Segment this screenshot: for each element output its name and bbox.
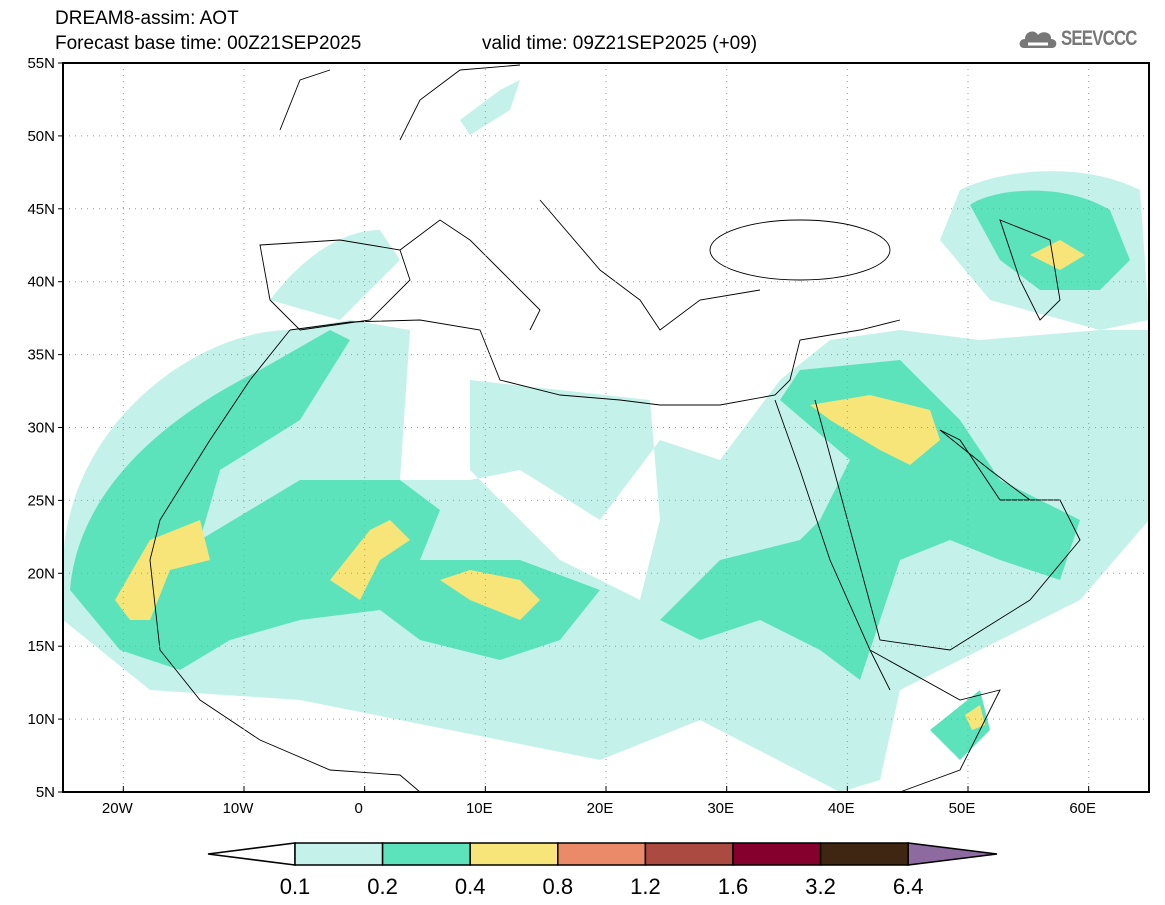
lon-label: 20E	[587, 800, 614, 817]
cloud-icon	[1019, 31, 1057, 48]
logo-text: SEEVCCC	[1061, 27, 1137, 50]
colorbar-swatch	[381, 842, 471, 866]
coastlines	[149, 64, 1081, 793]
colorbar-swatch	[557, 842, 647, 866]
seevccc-logo: SEEVCCC	[1018, 26, 1156, 52]
colorbar-level-label: 0.4	[455, 874, 486, 899]
lat-label: 45N	[27, 201, 55, 218]
colorbar-level-label: 0.2	[367, 874, 398, 899]
lat-label: 35N	[27, 347, 55, 364]
colorbar-level-label: 1.6	[718, 874, 749, 899]
colorbar-level-label: 0.1	[280, 874, 311, 899]
lon-label: 10E	[466, 800, 493, 817]
chart-title: DREAM8-assim: AOT	[55, 8, 239, 29]
colorbar-swatch	[732, 842, 822, 866]
lat-label: 20N	[27, 565, 55, 582]
colorbar-min-arrow	[207, 842, 296, 866]
lon-label: 30E	[707, 800, 734, 817]
colorbar-level-label: 3.2	[805, 874, 836, 899]
colorbar-swatch	[469, 842, 559, 866]
lon-label: 0	[354, 800, 362, 817]
colorbar-swatch	[294, 842, 384, 866]
colorbar-level-label: 0.8	[543, 874, 574, 899]
lat-label: 25N	[27, 492, 55, 509]
lat-label: 40N	[27, 274, 55, 291]
lat-label: 50N	[27, 128, 55, 145]
forecast-base-time: Forecast base time: 00Z21SEP2025	[55, 33, 362, 54]
lon-label: 50E	[949, 800, 976, 817]
aot-fields	[63, 80, 1149, 792]
lon-labels: 20W 10W 0 10E 20E 30E 40E 50E 60E	[102, 786, 1096, 817]
colorbar: 0.1 0.2 0.4 0.8 1.2 1.6 3.2 6.4	[207, 842, 998, 899]
lat-label: 5N	[36, 784, 55, 801]
gridlines	[63, 63, 1149, 792]
lat-labels: 5N 10N 15N 20N 25N 30N 35N 40N 45N 50N 55N	[27, 55, 63, 801]
aot-0.2-0.4-region-east	[660, 360, 1080, 680]
colorbar-level-label: 1.2	[630, 874, 661, 899]
lon-label: 10W	[223, 800, 255, 817]
valid-time: valid time: 09Z21SEP2025 (+09)	[482, 33, 758, 54]
lat-label: 10N	[27, 711, 55, 728]
lat-label: 30N	[27, 420, 55, 437]
colorbar-swatch	[819, 842, 909, 866]
colorbar-level-label: 6.4	[893, 874, 924, 899]
aot-0.4-0.8-regions	[115, 240, 1085, 730]
lat-label: 55N	[27, 55, 55, 72]
colorbar-swatch	[644, 842, 734, 866]
aot-0.2-0.4-region-somalia	[930, 690, 990, 760]
lon-label: 20W	[102, 800, 134, 817]
lat-label: 15N	[27, 638, 55, 655]
lon-label: 40E	[828, 800, 855, 817]
colorbar-max-arrow	[907, 842, 998, 866]
lon-label: 60E	[1069, 800, 1096, 817]
